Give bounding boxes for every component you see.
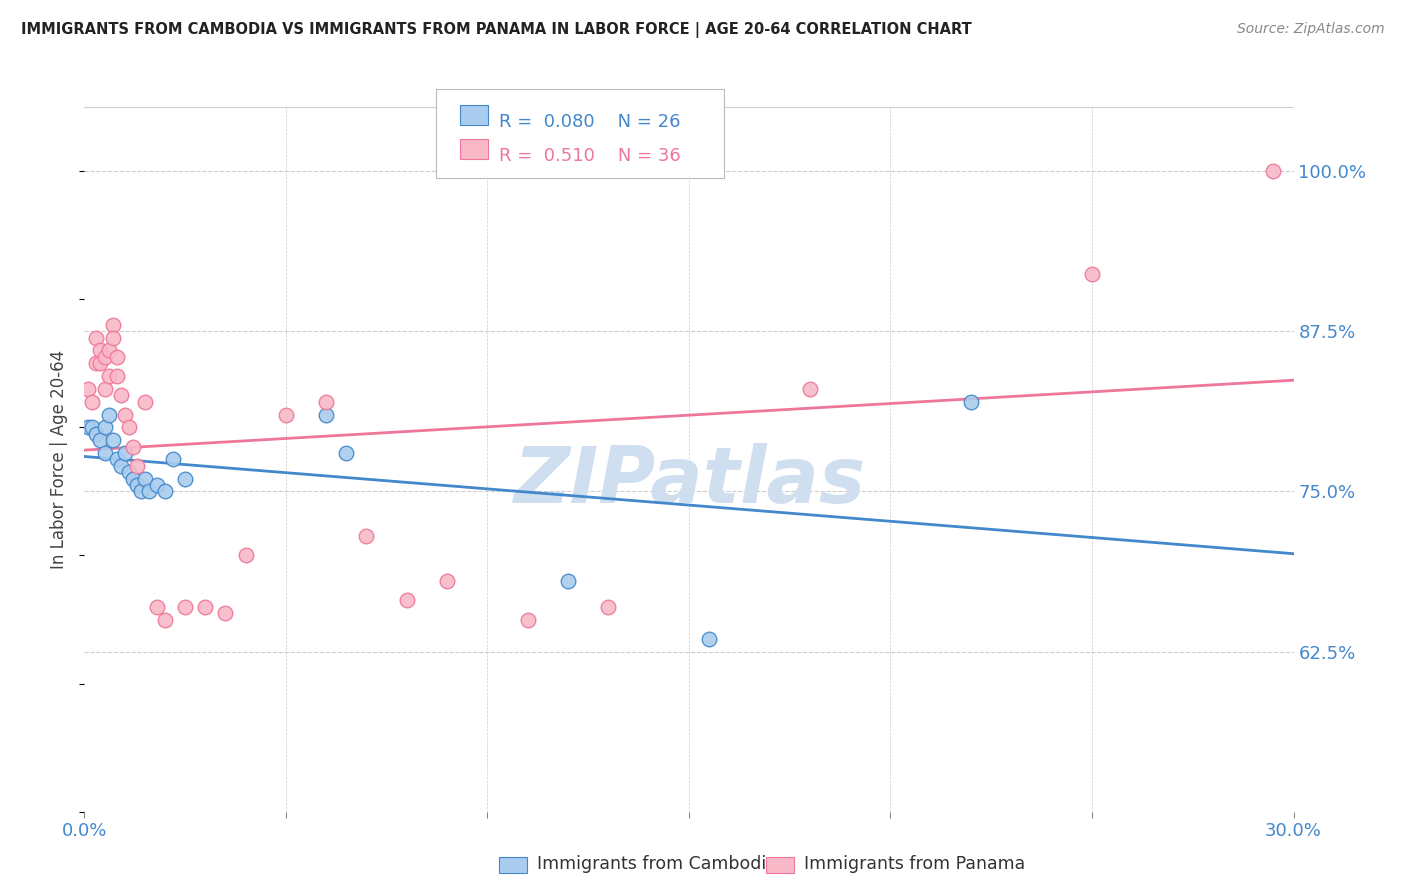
Point	[82, 394, 104, 409]
Point	[315, 408, 337, 422]
Point	[86, 356, 108, 370]
Text: R =  0.510    N = 36: R = 0.510 N = 36	[499, 147, 681, 165]
Point	[315, 394, 337, 409]
Point	[138, 484, 160, 499]
Point	[121, 440, 143, 454]
Point	[93, 382, 115, 396]
Point	[356, 529, 378, 543]
Point	[101, 318, 124, 332]
Point	[89, 356, 111, 370]
Point	[125, 478, 148, 492]
Point	[93, 350, 115, 364]
Point	[598, 599, 620, 614]
Point	[93, 446, 115, 460]
Point	[134, 472, 156, 486]
Text: IMMIGRANTS FROM CAMBODIA VS IMMIGRANTS FROM PANAMA IN LABOR FORCE | AGE 20-64 CO: IMMIGRANTS FROM CAMBODIA VS IMMIGRANTS F…	[21, 22, 972, 38]
Point	[110, 458, 132, 473]
Point	[129, 484, 152, 499]
Point	[105, 452, 128, 467]
Point	[97, 369, 120, 384]
Point	[146, 599, 169, 614]
Point	[557, 574, 579, 588]
Point	[86, 331, 108, 345]
Point	[960, 394, 983, 409]
Point	[97, 408, 120, 422]
Point	[77, 382, 100, 396]
Point	[118, 465, 141, 479]
Point	[395, 593, 418, 607]
Point	[214, 606, 236, 620]
Y-axis label: In Labor Force | Age 20-64: In Labor Force | Age 20-64	[51, 350, 69, 569]
Text: Source: ZipAtlas.com: Source: ZipAtlas.com	[1237, 22, 1385, 37]
Text: Immigrants from Panama: Immigrants from Panama	[804, 855, 1025, 873]
Point	[86, 426, 108, 441]
Point	[110, 388, 132, 402]
Text: R =  0.080    N = 26: R = 0.080 N = 26	[499, 113, 681, 131]
Point	[235, 549, 257, 563]
Point	[134, 394, 156, 409]
Point	[105, 369, 128, 384]
Point	[162, 452, 184, 467]
Text: ZIPatlas: ZIPatlas	[513, 442, 865, 518]
Point	[194, 599, 217, 614]
Point	[125, 458, 148, 473]
Point	[153, 484, 176, 499]
Point	[174, 472, 197, 486]
Point	[335, 446, 357, 460]
Point	[121, 472, 143, 486]
Point	[174, 599, 197, 614]
Point	[118, 420, 141, 434]
Point	[697, 632, 720, 646]
Point	[97, 343, 120, 358]
Point	[105, 350, 128, 364]
Point	[146, 478, 169, 492]
Point	[436, 574, 458, 588]
Point	[114, 446, 136, 460]
Point	[1081, 267, 1104, 281]
Point	[93, 420, 115, 434]
Point	[274, 408, 297, 422]
Text: Immigrants from Cambodia: Immigrants from Cambodia	[537, 855, 778, 873]
Point	[101, 433, 124, 447]
Point	[101, 331, 124, 345]
Point	[89, 433, 111, 447]
Point	[1263, 164, 1285, 178]
Point	[82, 420, 104, 434]
Point	[153, 613, 176, 627]
Point	[799, 382, 821, 396]
Point	[516, 613, 538, 627]
Point	[89, 343, 111, 358]
Point	[77, 420, 100, 434]
Point	[114, 408, 136, 422]
